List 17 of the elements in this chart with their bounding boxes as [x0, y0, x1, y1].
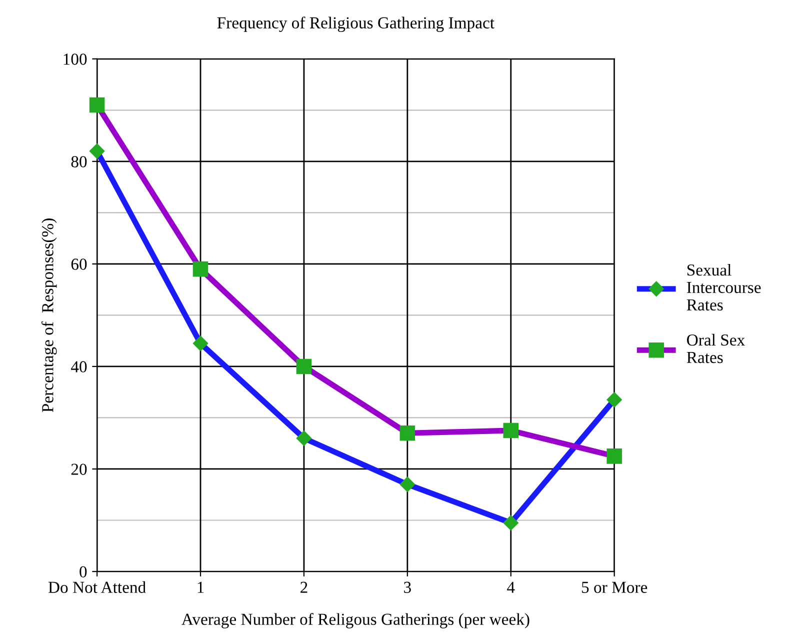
y-tick-label: 60: [71, 258, 87, 270]
x-tick-label: 5 or More: [582, 582, 648, 593]
x-tick-label: 4: [507, 582, 515, 593]
y-tick-label: 20: [71, 464, 87, 475]
x-tick-label: Do Not Attend: [48, 581, 146, 593]
x-axis-title: Average Number of Religous Gatherings (per week): [182, 613, 530, 628]
y-axis-title: Percentage of Responses(%): [41, 218, 57, 412]
y-tick-label: 80: [71, 156, 87, 168]
x-tick-label: 3: [404, 582, 411, 593]
chart-title: Frequency of Religious Gathering Impact: [217, 16, 494, 32]
legend-label: Sexual Intercourse Rates: [686, 264, 761, 311]
y-tick-label: 100: [64, 54, 87, 65]
y-tick-label: 0: [80, 566, 87, 578]
legend-label: Oral Sex Rates: [686, 334, 745, 364]
y-tick-label: 40: [70, 361, 87, 372]
x-tick-label: 2: [300, 582, 308, 593]
x-tick-label: 1: [198, 582, 204, 593]
